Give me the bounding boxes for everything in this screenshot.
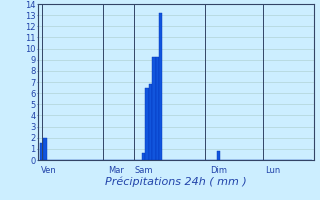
Bar: [44, 138, 47, 160]
Bar: [145, 88, 149, 160]
Bar: [159, 13, 163, 160]
Bar: [217, 151, 220, 160]
Bar: [149, 84, 152, 160]
Bar: [40, 143, 44, 160]
Bar: [142, 153, 145, 160]
X-axis label: Précipitations 24h ( mm ): Précipitations 24h ( mm ): [105, 177, 247, 187]
Bar: [152, 57, 156, 160]
Bar: [156, 57, 159, 160]
